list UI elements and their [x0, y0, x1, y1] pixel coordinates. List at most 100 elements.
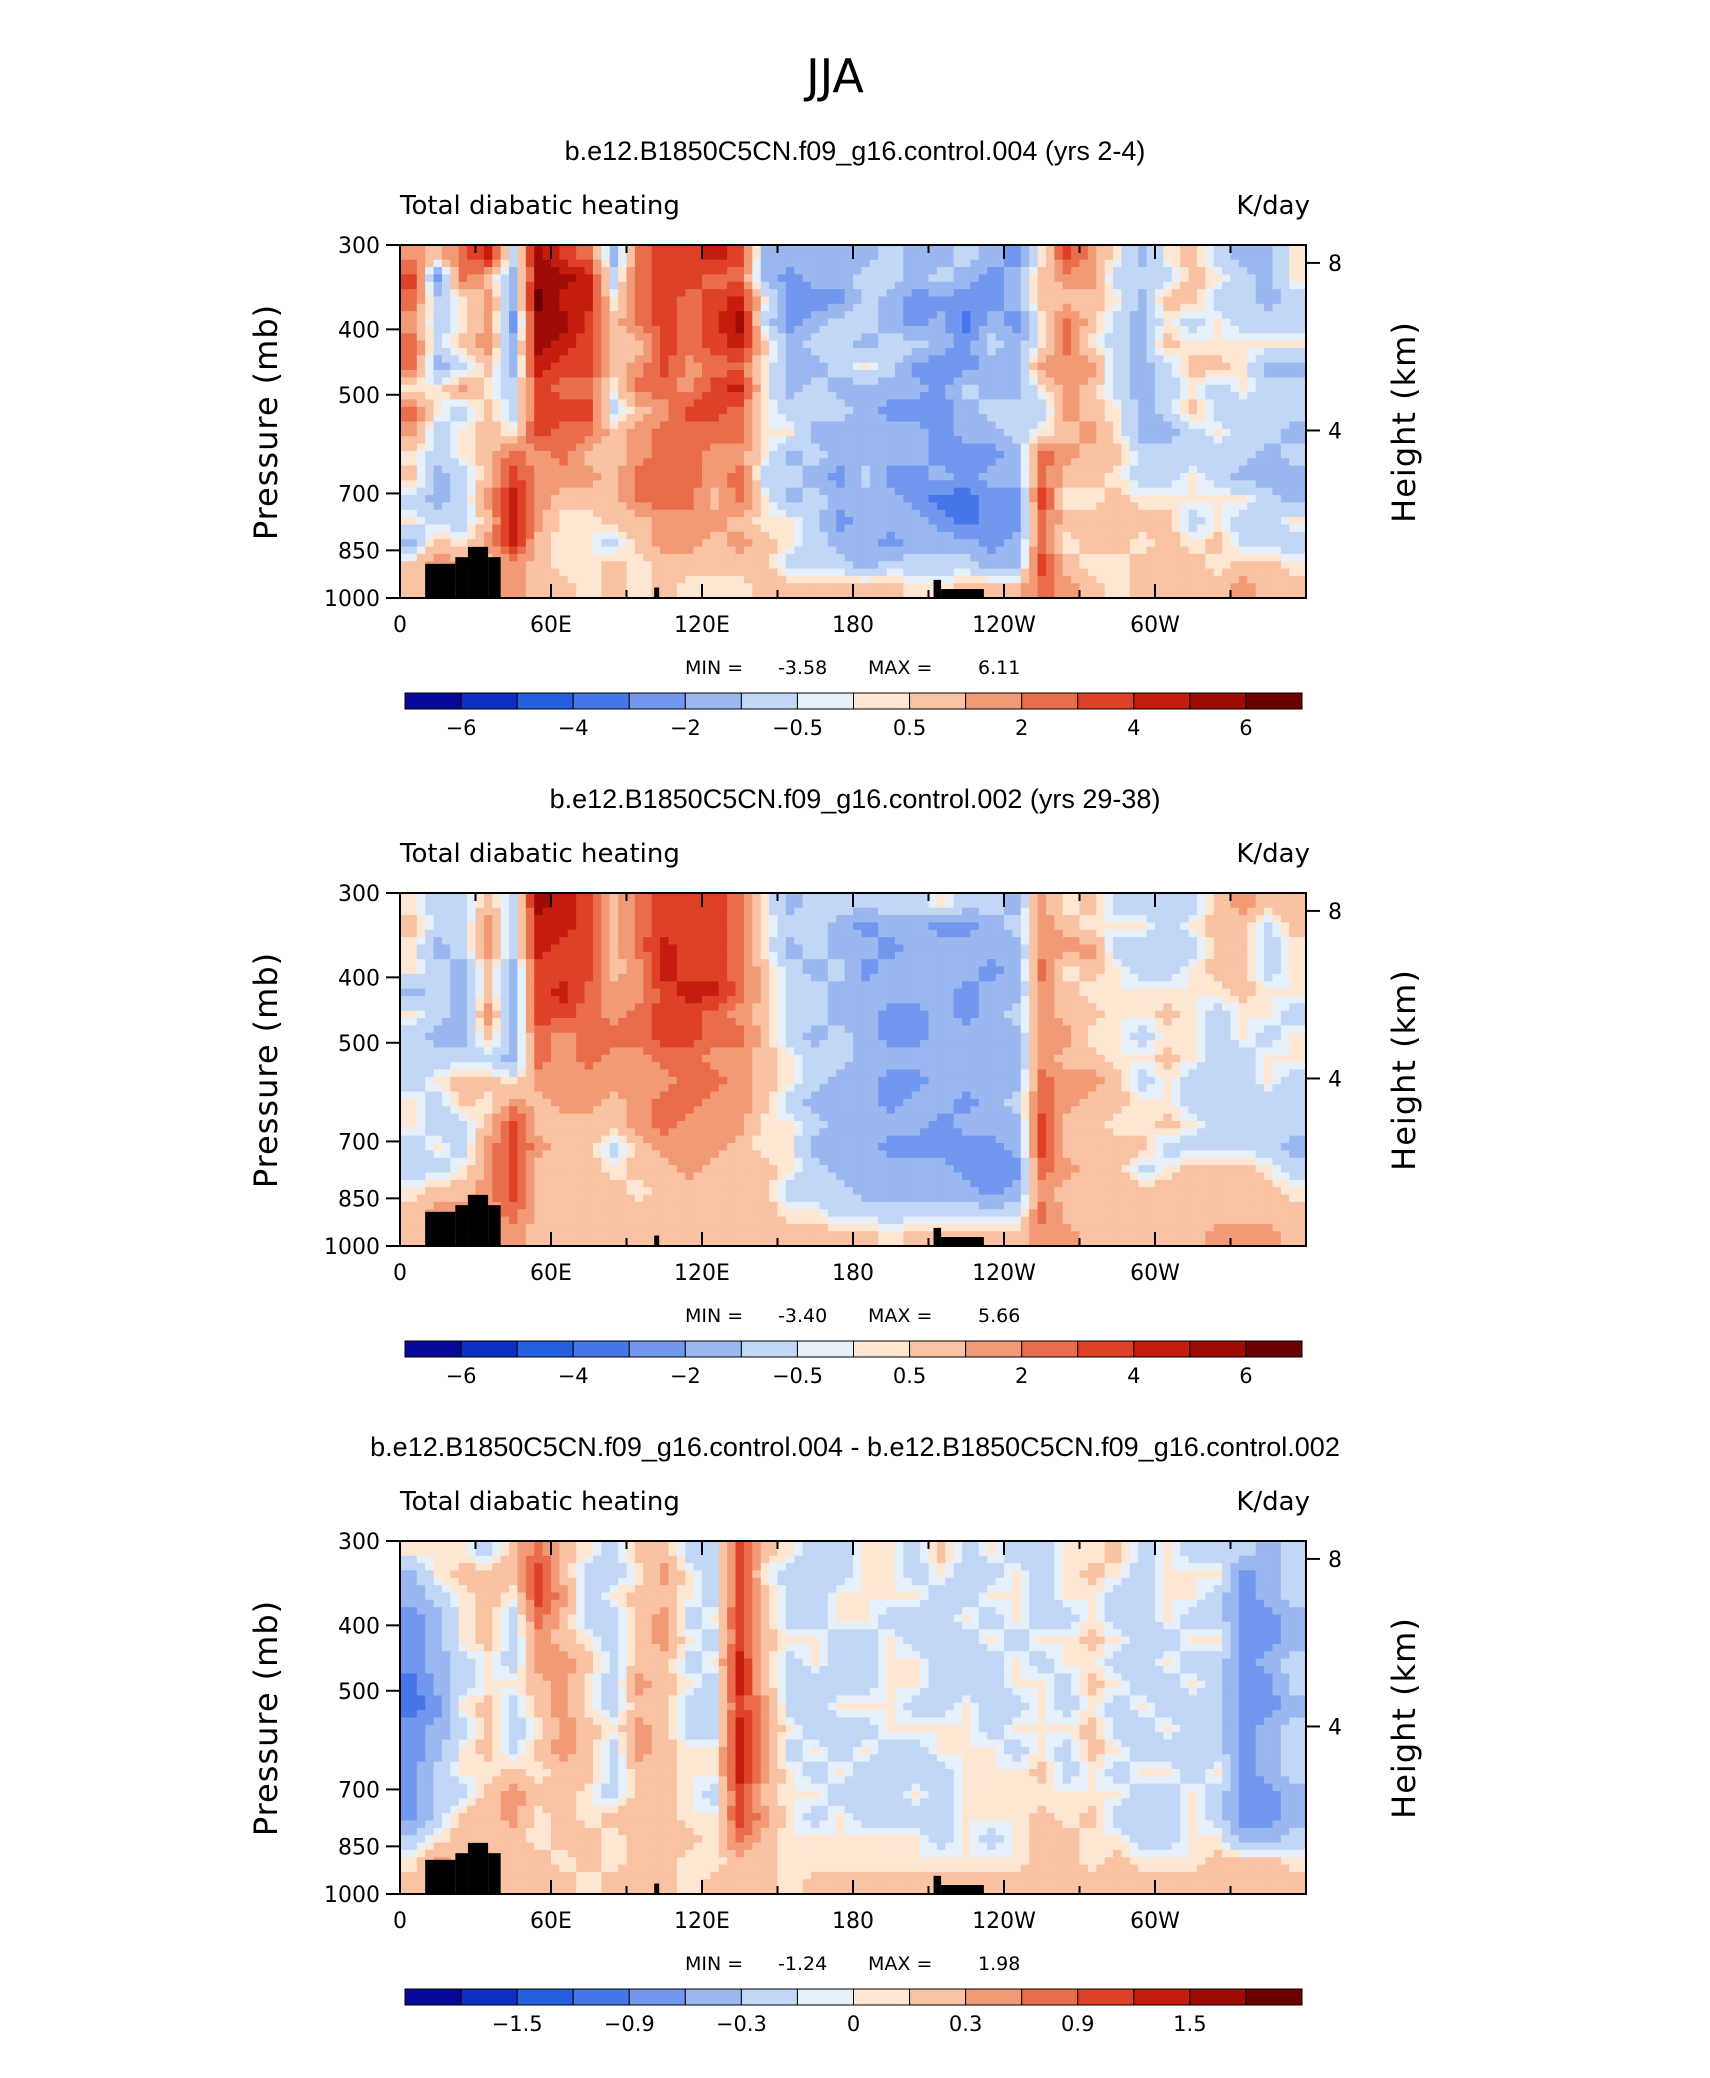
heatmap-cell: [676, 252, 686, 261]
heatmap-cell: [836, 392, 846, 401]
heatmap-cell: [525, 502, 535, 511]
heatmap-cell: [1121, 480, 1131, 489]
heatmap-cell: [1205, 245, 1215, 253]
heatmap-cell: [668, 355, 678, 364]
heatmap-cell: [735, 553, 745, 562]
heatmap-cell: [1079, 311, 1089, 320]
heatmap-cell: [861, 370, 871, 378]
heatmap-cell: [1155, 347, 1164, 356]
heatmap-cell: [576, 531, 586, 540]
heatmap-cell: [970, 502, 980, 511]
heatmap-cell: [785, 289, 795, 298]
heatmap-cell: [861, 539, 871, 548]
heatmap-cell: [651, 472, 661, 481]
heatmap-cell: [576, 384, 586, 393]
heatmap-cell: [1272, 392, 1282, 401]
heatmap-cell: [1037, 362, 1047, 371]
heatmap-cell: [1087, 355, 1097, 364]
heatmap-cell: [978, 495, 988, 503]
heatmap-cell: [601, 575, 611, 584]
heatmap-cell: [1163, 325, 1173, 334]
heatmap-cell: [1079, 458, 1089, 467]
heatmap-cell: [962, 472, 972, 481]
heatmap-cell: [1054, 443, 1064, 452]
heatmap-cell: [1297, 384, 1307, 393]
heatmap-cell: [1196, 347, 1206, 356]
heatmap-cell: [400, 553, 409, 562]
heatmap-cell: [509, 384, 519, 393]
heatmap-cell: [551, 245, 560, 253]
heatmap-cell: [433, 502, 443, 511]
heatmap-cell: [878, 546, 888, 555]
heatmap-cell: [1297, 568, 1307, 577]
heatmap-cell: [785, 428, 795, 437]
heatmap-cell: [592, 472, 602, 481]
heatmap-cell: [1121, 289, 1131, 298]
heatmap-cell: [1188, 325, 1198, 334]
heatmap-cell: [718, 289, 728, 298]
heatmap-cell: [1071, 252, 1081, 261]
heatmap-cell: [1264, 384, 1274, 393]
heatmap-cell: [1012, 502, 1022, 511]
heatmap-cell: [509, 509, 519, 518]
heatmap-cell: [475, 296, 485, 305]
heatmap-cell: [1113, 303, 1123, 312]
heatmap-cell: [1104, 502, 1114, 511]
heatmap-cell: [584, 281, 594, 290]
heatmap-cell: [1289, 384, 1299, 393]
heatmap-cell: [794, 406, 804, 415]
heatmap-cell: [634, 495, 644, 503]
heatmap-cell: [1297, 303, 1307, 312]
heatmap-cell: [1180, 480, 1190, 489]
heatmap-cell: [1155, 472, 1164, 481]
heatmap-cell: [643, 575, 653, 584]
heatmap-cell: [1129, 296, 1139, 305]
heatmap-cell: [1155, 568, 1164, 577]
heatmap-cell: [1180, 502, 1190, 511]
heatmap-cell: [962, 450, 972, 459]
heatmap-cell: [551, 480, 560, 489]
heatmap-cell: [819, 480, 829, 489]
heatmap-cell: [475, 421, 485, 430]
heatmap-cell: [492, 399, 502, 408]
heatmap-cell: [819, 414, 829, 423]
heatmap-cell: [811, 406, 821, 415]
heatmap-cell: [1045, 252, 1055, 261]
heatmap-cell: [920, 318, 930, 327]
heatmap-cell: [676, 465, 686, 474]
heatmap-cell: [651, 347, 661, 356]
heatmap-cell: [1205, 575, 1215, 584]
heatmap-cell: [618, 392, 628, 401]
heatmap-cell: [1121, 568, 1131, 577]
heatmap-cell: [953, 421, 963, 430]
heatmap-cell: [1155, 458, 1164, 467]
heatmap-cell: [1272, 370, 1282, 378]
heatmap-cell: [1037, 347, 1047, 356]
heatmap-cell: [769, 509, 779, 518]
heatmap-cell: [1264, 340, 1274, 349]
heatmap-cell: [1222, 325, 1232, 334]
heatmap-cell: [995, 384, 1005, 393]
heatmap-cell: [1280, 289, 1290, 298]
heatmap-cell: [987, 384, 997, 393]
heatmap-cell: [970, 495, 980, 503]
heatmap-cell: [1096, 472, 1106, 481]
heatmap-cell: [987, 428, 997, 437]
heatmap-cell: [1213, 333, 1223, 342]
heatmap-cell: [987, 267, 997, 276]
heatmap-cell: [500, 281, 510, 290]
heatmap-cell: [1079, 281, 1089, 290]
heatmap-cell: [458, 524, 468, 533]
heatmap-cell: [1180, 333, 1190, 342]
heatmap-cell: [601, 546, 611, 555]
heatmap-cell: [592, 245, 602, 253]
heatmap-cell: [794, 399, 804, 408]
heatmap-cell: [643, 443, 653, 452]
heatmap-cell: [743, 347, 753, 356]
heatmap-cell: [869, 539, 879, 548]
heatmap-cell: [1213, 568, 1223, 577]
heatmap-cell: [819, 487, 829, 496]
heatmap-cell: [1222, 267, 1232, 276]
heatmap-cell: [634, 428, 644, 437]
heatmap-cell: [500, 583, 510, 592]
